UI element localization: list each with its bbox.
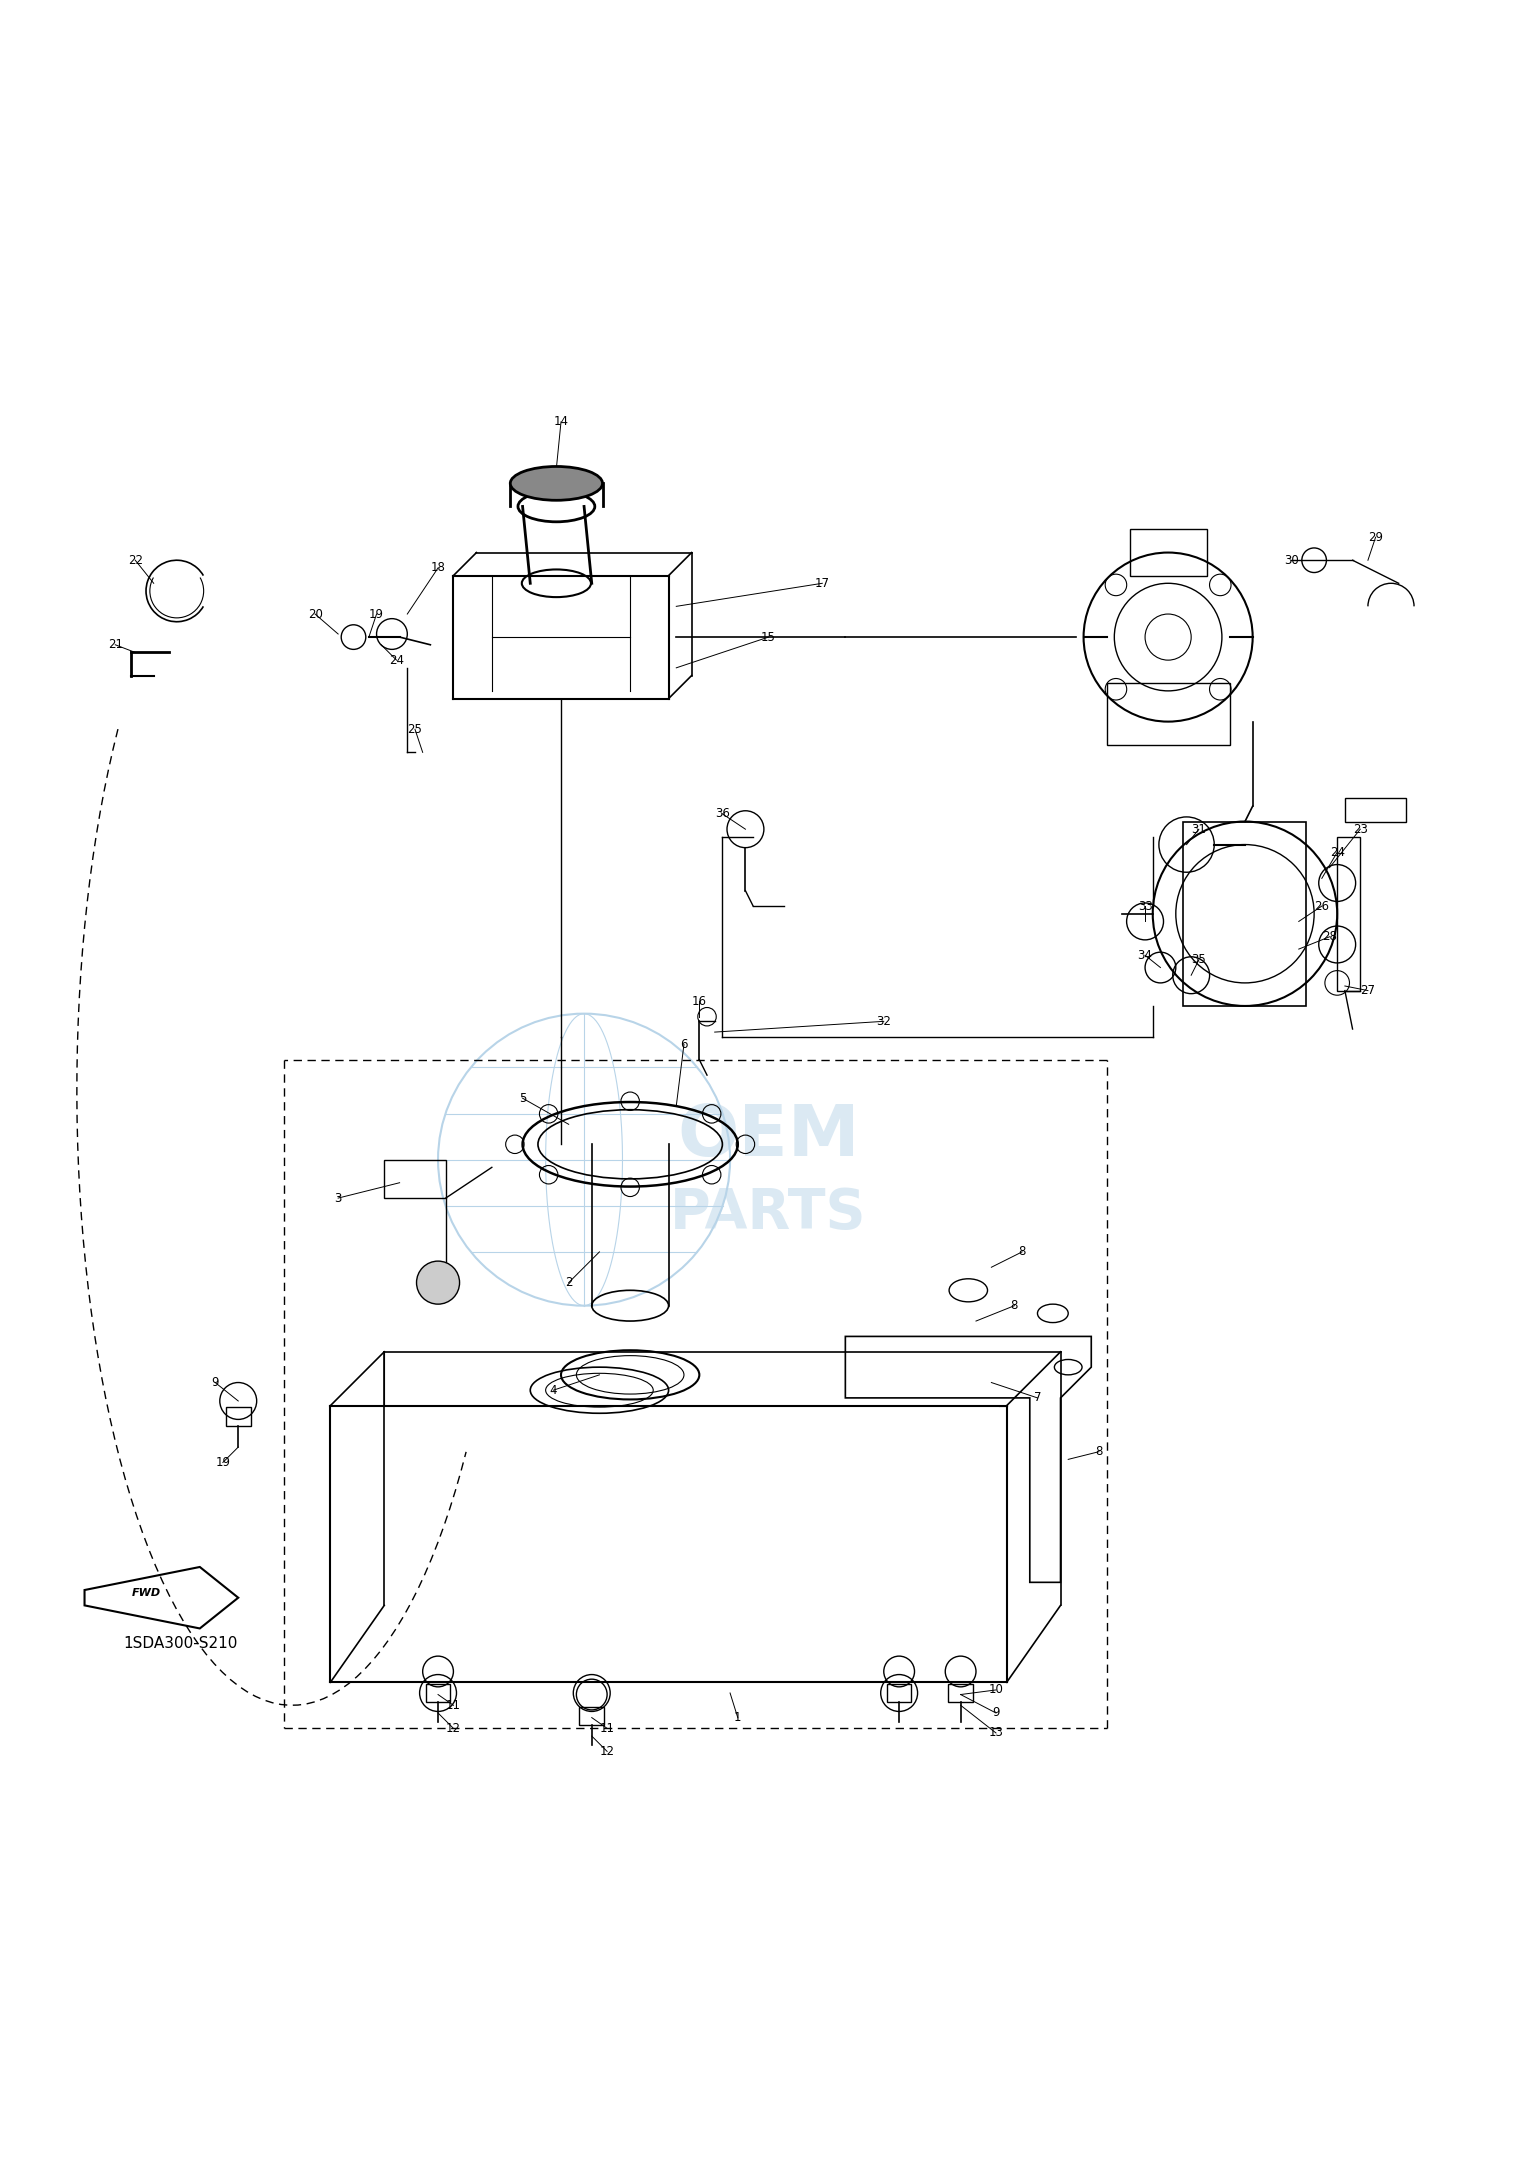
Text: 19: 19 [215,1457,231,1470]
Bar [1130,530,1207,576]
Text: 22: 22 [128,554,143,567]
Text: 3: 3 [335,1191,341,1204]
Text: 32: 32 [876,1014,891,1027]
Bar [426,1684,450,1701]
Text: 19: 19 [369,608,384,622]
Text: 24: 24 [389,654,404,667]
Text: 27: 27 [1360,984,1376,997]
Text: 6: 6 [681,1038,687,1051]
Text: 9: 9 [993,1706,999,1719]
Text: 11: 11 [599,1721,615,1734]
Text: 33: 33 [1137,899,1153,912]
Text: 23: 23 [1353,822,1368,835]
Text: 26: 26 [1314,899,1330,912]
Bar [1345,798,1406,822]
Text: 34: 34 [1137,949,1153,962]
Text: 28: 28 [1322,931,1337,944]
Text: 5: 5 [520,1093,526,1106]
Text: 25: 25 [407,722,423,735]
Text: PARTS: PARTS [670,1186,867,1241]
Text: 1: 1 [735,1712,741,1725]
Text: 12: 12 [599,1745,615,1758]
Circle shape [417,1261,460,1304]
Text: 8: 8 [1096,1446,1102,1459]
Text: 24: 24 [1330,846,1345,859]
Text: 13: 13 [988,1727,1004,1740]
Text: 29: 29 [1368,530,1383,543]
Text: 12: 12 [446,1721,461,1734]
Text: 2: 2 [566,1276,572,1289]
Text: OEM: OEM [678,1101,859,1171]
Text: 4: 4 [550,1383,556,1396]
Text: 17: 17 [815,576,830,589]
Text: 16: 16 [692,995,707,1008]
Bar [948,1684,973,1701]
Text: 20: 20 [307,608,323,622]
Text: 7: 7 [1034,1391,1041,1405]
Text: 9: 9 [212,1376,218,1389]
Text: 21: 21 [108,639,123,652]
Text: 15: 15 [761,630,776,643]
Text: 18: 18 [430,561,446,574]
Bar [226,1407,251,1426]
Bar [1107,683,1230,744]
Text: 11: 11 [446,1699,461,1712]
Bar [1337,838,1360,990]
Text: 1SDA300-S210: 1SDA300-S210 [123,1636,237,1651]
Text: 36: 36 [715,807,730,820]
Ellipse shape [510,467,603,499]
Text: 30: 30 [1283,554,1299,567]
Text: FWD: FWD [132,1588,160,1599]
Bar [384,1160,446,1197]
Text: 10: 10 [988,1684,1004,1697]
Bar [1183,822,1306,1005]
Text: 31: 31 [1191,822,1207,835]
Bar [887,1684,911,1701]
Text: 35: 35 [1191,953,1207,966]
Text: 8: 8 [1011,1300,1017,1313]
Text: 8: 8 [1019,1245,1025,1258]
Text: 14: 14 [553,414,569,427]
Bar [579,1708,604,1725]
